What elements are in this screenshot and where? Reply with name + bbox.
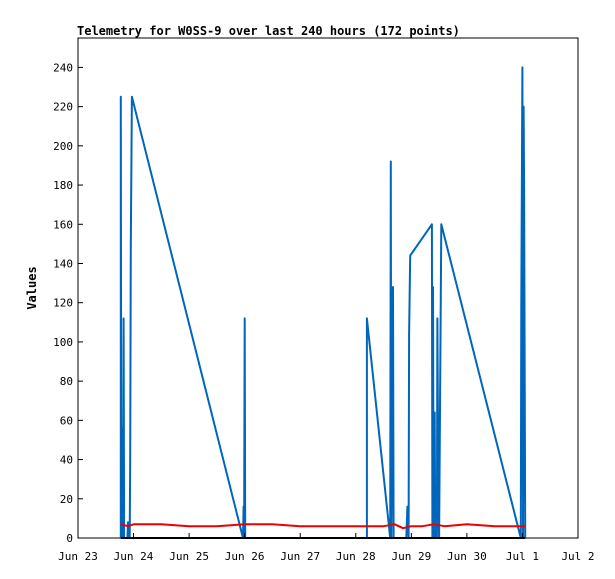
y-tick-label: 60 xyxy=(60,414,73,427)
y-tick-label: 80 xyxy=(60,375,73,388)
x-tick-label: Jul 2 xyxy=(561,550,594,563)
plot-area xyxy=(77,37,579,539)
y-axis: 0 20 40 60 80 100 120 140 160 180 200 220 240 xyxy=(53,61,83,545)
y-tick-label: 40 xyxy=(60,454,73,467)
y-tick-label: 220 xyxy=(53,101,73,114)
series-line-2 xyxy=(120,523,526,530)
x-tick-label: Jun 30 xyxy=(447,550,487,563)
x-tick-label: Jun 27 xyxy=(280,550,320,563)
y-tick-label: 100 xyxy=(53,336,73,349)
x-tick-label: Jun 23 xyxy=(58,550,98,563)
series-line-1 xyxy=(119,66,527,539)
y-axis-label: Values xyxy=(25,266,39,309)
y-tick-label: 20 xyxy=(60,493,73,506)
y-tick-label: 0 xyxy=(66,532,73,545)
y-tick-label: 180 xyxy=(53,179,73,192)
x-tick-label: Jun 28 xyxy=(336,550,376,563)
x-tick-label: Jun 29 xyxy=(391,550,431,563)
x-axis: Jun 23 Jun 24 Jun 25 Jun 26 Jun 27 Jun 28 Jun … xyxy=(58,533,595,563)
x-tick-label: Jul 1 xyxy=(506,550,539,563)
x-tick-label: Jun 24 xyxy=(114,550,154,563)
chart-title: Telemetry for W0SS-9 over last 240 hours… xyxy=(77,24,460,38)
y-tick-label: 140 xyxy=(53,257,73,270)
x-tick-label: Jun 25 xyxy=(169,550,209,563)
y-tick-label: 240 xyxy=(53,61,73,74)
x-tick-label: Jun 26 xyxy=(225,550,265,563)
series-layer xyxy=(119,66,527,539)
y-tick-label: 200 xyxy=(53,140,73,153)
y-tick-label: 120 xyxy=(53,297,73,310)
y-tick-label: 160 xyxy=(53,218,73,231)
